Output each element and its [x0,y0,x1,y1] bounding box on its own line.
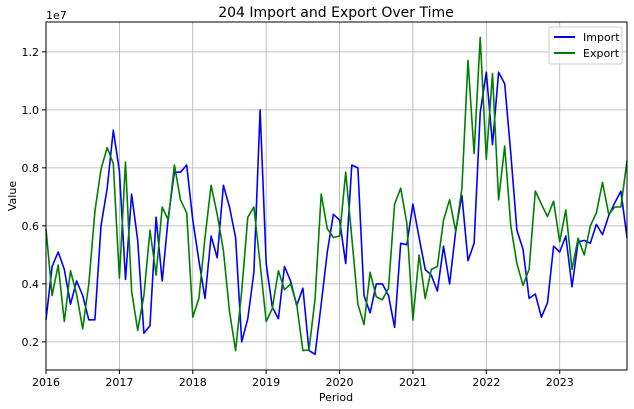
chart-title: 204 Import and Export Over Time [218,5,454,21]
legend: Import Export [548,26,623,65]
x-tick-label: 2019 [252,376,280,389]
x-axis-label: Period [319,391,353,404]
y-tick-label: 1.0 [22,104,40,117]
y-scale-label: 1e7 [46,9,67,22]
y-tick-label: 0.4 [22,278,40,291]
x-axis-ticks: 2016 2017 2018 2019 2020 2021 2022 2023 [32,370,574,389]
x-tick-label: 2022 [472,376,500,389]
y-tick-label: 0.2 [22,336,40,349]
plot-frame [45,21,628,371]
y-axis-label: Value [6,181,19,211]
series-line-export [45,36,628,352]
x-tick-label: 2023 [546,376,574,389]
y-tick-label: 0.6 [22,220,40,233]
x-tick-label: 2020 [326,376,354,389]
x-tick-label: 2021 [399,376,427,389]
grid [45,22,627,370]
x-tick-label: 2016 [32,376,60,389]
legend-label-export: Export [583,47,620,60]
x-tick-label: 2017 [105,376,133,389]
series-line-import [45,71,628,356]
y-tick-label: 1.2 [22,46,40,59]
y-tick-label: 0.8 [22,162,40,175]
y-axis-ticks: 0.2 0.4 0.6 0.8 1.0 1.2 [22,46,46,349]
legend-label-import: Import [583,31,620,44]
series-lines [45,36,628,356]
x-tick-label: 2018 [179,376,207,389]
